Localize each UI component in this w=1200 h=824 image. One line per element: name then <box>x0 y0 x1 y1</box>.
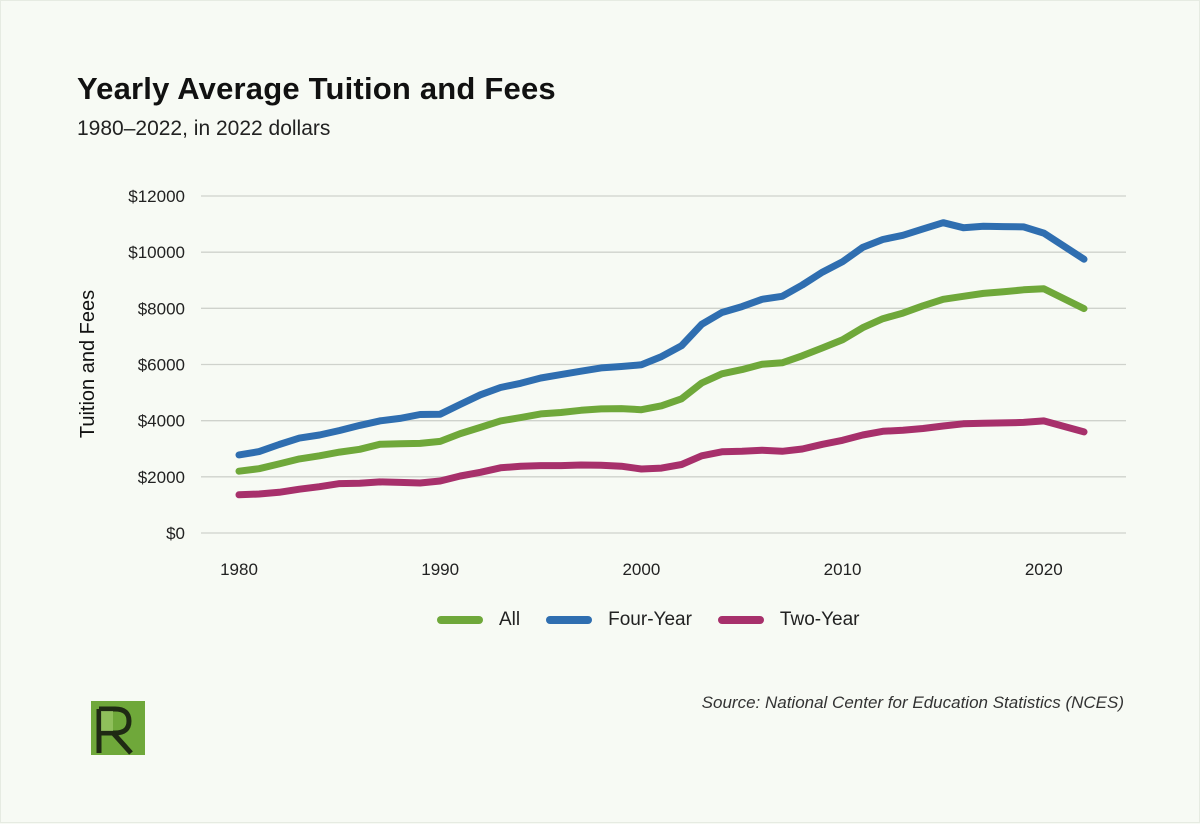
legend-swatch-four-year <box>546 616 593 624</box>
chart-title: Yearly Average Tuition and Fees <box>77 71 556 106</box>
logo-r-icon <box>91 701 145 755</box>
y-tick-label: $8000 <box>138 299 185 318</box>
series-line-two-year <box>235 417 1088 499</box>
series-lines <box>235 219 1088 499</box>
y-tick-label: $6000 <box>138 356 185 375</box>
legend: All Four-Year Two-Year <box>437 609 885 631</box>
series-line-all <box>235 285 1088 475</box>
x-tick-label: 2000 <box>622 560 660 579</box>
x-tick-label: 1980 <box>220 560 258 579</box>
legend-label-two-year: Two-Year <box>779 609 860 630</box>
legend-item-two-year[interactable]: Two-Year <box>717 609 860 631</box>
y-axis-ticks: $0 $2000 $4000 $6000 $8000 $10000 $12000 <box>128 187 185 543</box>
y-tick-label: $12000 <box>128 187 185 206</box>
chart-subtitle: 1980–2022, in 2022 dollars <box>77 117 331 140</box>
source-note: Source: National Center for Education St… <box>701 693 1124 712</box>
legend-item-four-year[interactable]: Four-Year <box>546 609 692 631</box>
y-tick-label: $0 <box>166 524 185 543</box>
legend-swatch-all <box>437 616 483 624</box>
y-tick-label: $10000 <box>128 243 185 262</box>
y-tick-label: $2000 <box>138 468 185 487</box>
x-tick-label: 2020 <box>1025 560 1063 579</box>
legend-item-all[interactable]: All <box>437 609 520 631</box>
logo <box>91 701 145 755</box>
x-tick-label: 2010 <box>824 560 862 579</box>
x-tick-label: 1990 <box>421 560 459 579</box>
series-line-four-year <box>235 219 1088 459</box>
y-axis-label: Tuition and Fees <box>77 290 99 438</box>
gridlines <box>201 195 1126 534</box>
x-axis-ticks: 1980 1990 2000 2010 2020 <box>220 560 1063 579</box>
y-tick-label: $4000 <box>138 412 185 431</box>
legend-swatch-two-year <box>717 616 764 624</box>
legend-label-all: All <box>499 609 521 630</box>
legend-label-four-year: Four-Year <box>608 609 692 630</box>
